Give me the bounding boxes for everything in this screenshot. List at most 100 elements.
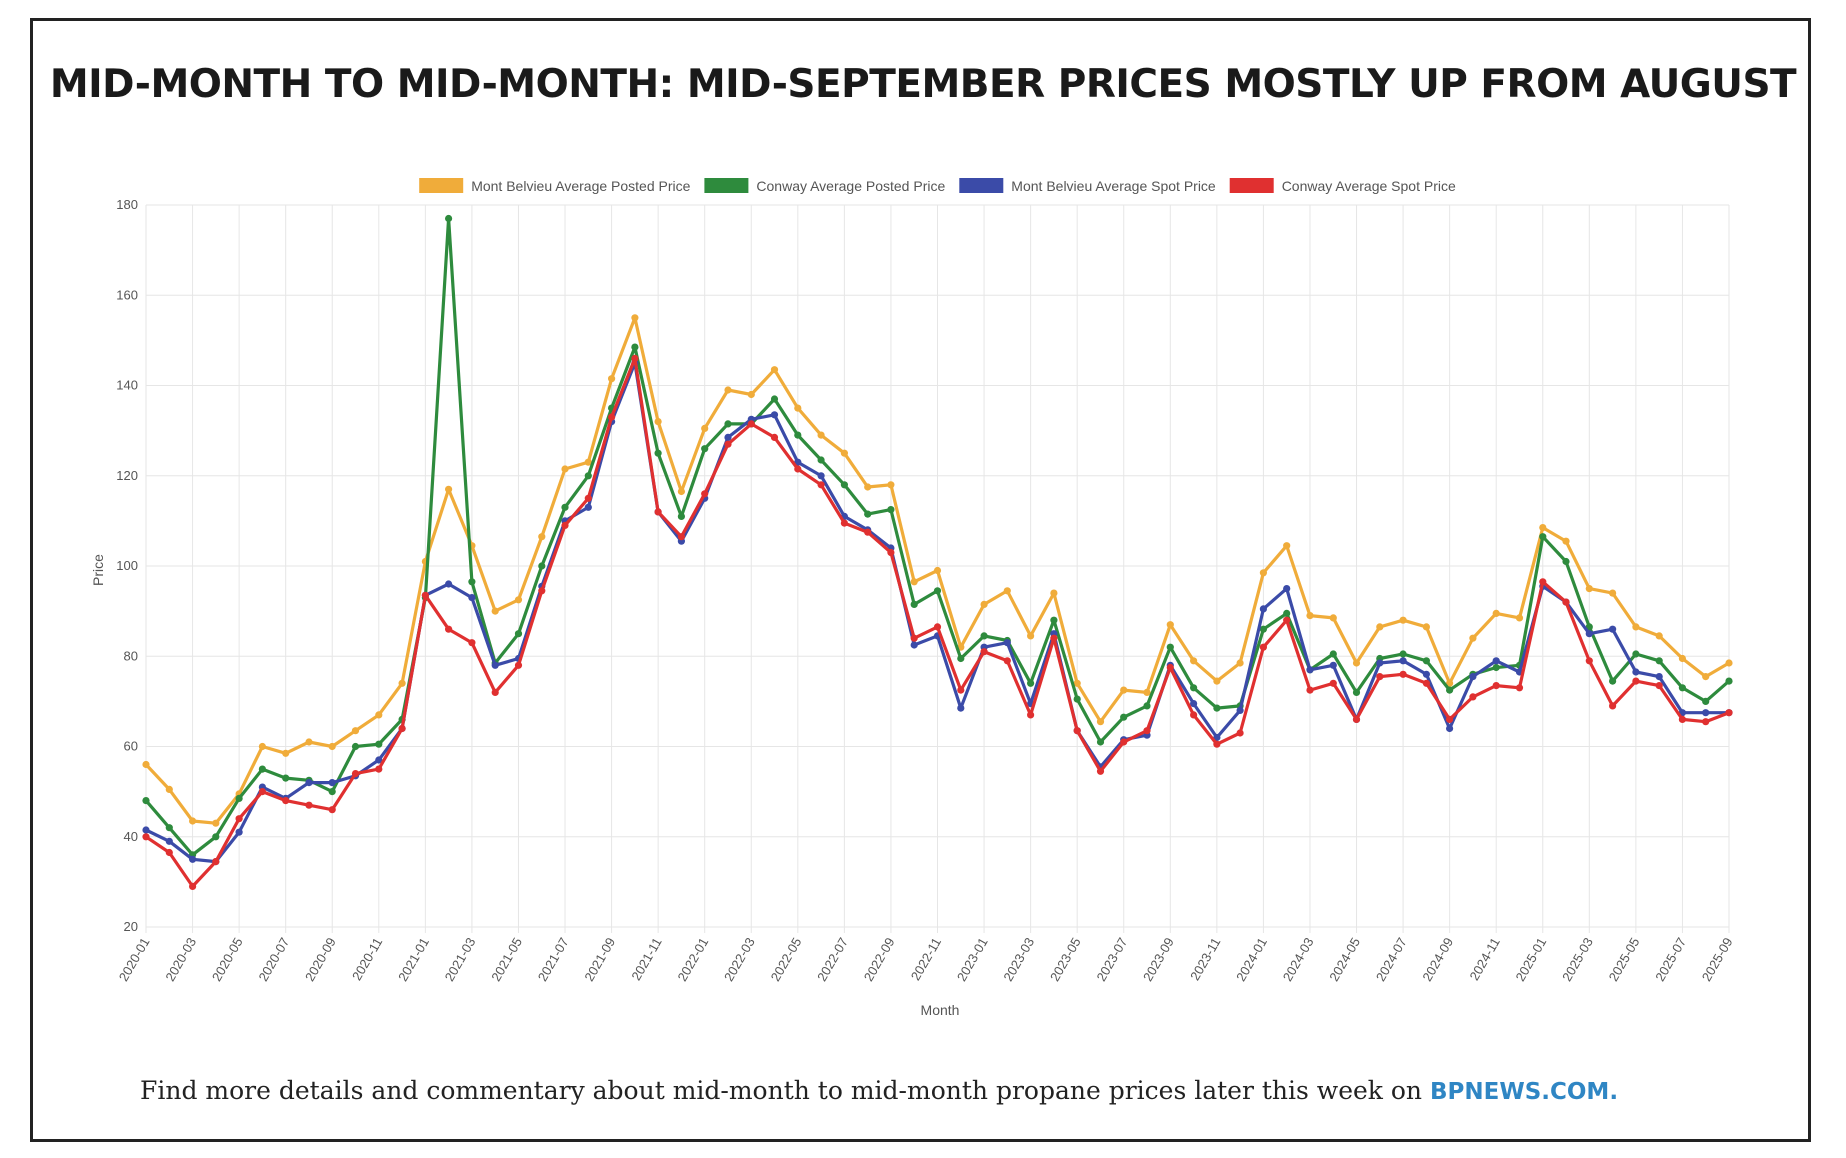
data-point[interactable] [1283,542,1291,550]
data-point[interactable] [305,779,313,787]
data-point[interactable] [770,433,779,441]
data-point[interactable] [491,688,499,697]
data-point[interactable] [212,819,220,827]
data-point[interactable] [1027,711,1035,719]
data-point[interactable] [1283,609,1291,618]
data-point[interactable] [1376,659,1384,667]
data-point[interactable] [1399,650,1407,658]
legend-item[interactable]: Mont Belvieu Average Posted Price [419,178,691,194]
data-point[interactable] [398,724,406,733]
data-point[interactable] [1655,673,1663,681]
data-point[interactable] [957,704,965,712]
data-point[interactable] [1073,727,1081,735]
data-point[interactable] [817,456,825,464]
data-point[interactable] [491,661,499,669]
data-point[interactable] [817,472,825,480]
data-point[interactable] [794,431,802,439]
data-point[interactable] [351,770,360,778]
data-point[interactable] [933,566,942,575]
data-point[interactable] [1190,657,1198,665]
data-point[interactable] [445,580,453,588]
data-point[interactable] [1678,684,1686,692]
data-point[interactable] [677,533,686,541]
data-point[interactable] [514,630,523,638]
data-point[interactable] [1702,718,1710,726]
data-point[interactable] [468,639,476,647]
data-point[interactable] [142,833,150,841]
data-point[interactable] [584,472,592,480]
data-point[interactable] [794,404,802,412]
data-point[interactable] [1446,686,1454,694]
data-point[interactable] [142,826,150,834]
data-point[interactable] [538,533,546,541]
data-point[interactable] [328,788,336,796]
data-point[interactable] [142,797,150,805]
data-point[interactable] [1609,677,1617,685]
legend-item[interactable]: Mont Belvieu Average Spot Price [959,178,1216,194]
data-point[interactable] [1166,643,1174,651]
data-point[interactable] [1050,616,1058,624]
data-point[interactable] [1702,697,1710,706]
data-point[interactable] [189,882,197,891]
data-point[interactable] [1190,711,1198,719]
data-point[interactable] [1539,533,1547,541]
data-point[interactable] [351,742,360,751]
data-point[interactable] [701,445,709,453]
data-point[interactable] [514,661,523,669]
data-point[interactable] [282,774,290,782]
data-point[interactable] [1725,677,1733,685]
data-point[interactable] [328,806,336,814]
data-point[interactable] [1702,673,1710,681]
data-point[interactable] [1678,654,1686,663]
data-point[interactable] [887,548,895,557]
data-point[interactable] [1329,661,1337,669]
data-point[interactable] [421,591,429,599]
data-point[interactable] [375,765,383,773]
data-point[interactable] [1236,729,1244,737]
data-point[interactable] [1143,727,1151,735]
data-point[interactable] [514,596,523,604]
data-point[interactable] [1096,767,1105,775]
data-point[interactable] [840,519,849,527]
data-point[interactable] [258,765,266,773]
data-point[interactable] [445,625,453,633]
data-point[interactable] [1143,702,1151,710]
data-point[interactable] [584,503,592,511]
data-point[interactable] [1422,623,1430,631]
data-point[interactable] [212,833,220,841]
data-point[interactable] [1492,609,1500,618]
data-point[interactable] [1446,715,1454,724]
bpnews-link[interactable]: BPNEWS.COM. [1429,1079,1619,1105]
data-point[interactable] [1725,709,1733,717]
data-point[interactable] [1376,623,1384,631]
data-point[interactable] [770,411,779,419]
data-point[interactable] [1469,693,1477,701]
data-point[interactable] [1515,614,1524,622]
data-point[interactable] [561,521,569,530]
data-point[interactable] [1632,668,1640,676]
data-point[interactable] [282,797,290,805]
data-point[interactable] [445,485,453,493]
data-point[interactable] [1143,688,1151,697]
data-point[interactable] [1306,612,1314,620]
data-point[interactable] [1492,657,1500,665]
data-point[interactable] [794,465,802,473]
data-point[interactable] [1562,557,1570,566]
data-point[interactable] [1027,632,1035,640]
data-point[interactable] [1306,666,1314,674]
data-point[interactable] [1050,634,1058,642]
data-point[interactable] [1562,537,1570,545]
data-point[interactable] [328,742,336,751]
data-point[interactable] [305,801,313,809]
data-point[interactable] [1120,686,1128,694]
data-point[interactable] [1632,623,1640,631]
data-point[interactable] [1283,616,1291,624]
data-point[interactable] [1329,614,1337,622]
data-point[interactable] [468,578,476,586]
data-point[interactable] [864,483,872,491]
data-point[interactable] [1609,589,1617,597]
data-point[interactable] [1283,585,1291,593]
data-point[interactable] [189,817,197,825]
data-point[interactable] [864,510,872,518]
data-point[interactable] [980,632,988,640]
